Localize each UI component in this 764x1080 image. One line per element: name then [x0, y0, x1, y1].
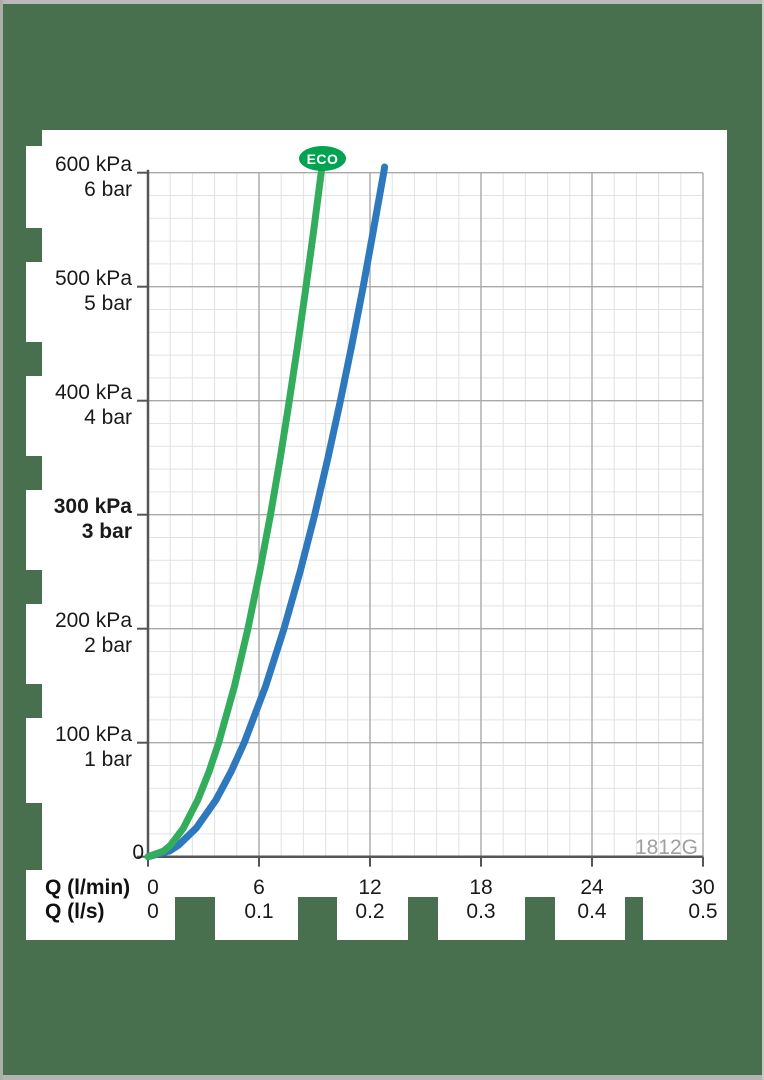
y-label-bar: 2 bar [84, 633, 132, 657]
frame-top [0, 0, 764, 4]
x-label-ls-0: 0 [147, 900, 159, 923]
frame-right [762, 0, 764, 1080]
panel-notch [525, 897, 555, 940]
y-label-kpa: 600 kPa [54, 152, 132, 176]
y-label-bar: 3 bar [81, 519, 132, 543]
y-label-600: 600 kPa 6 bar [0, 152, 132, 202]
y-label-kpa: 400 kPa [54, 380, 132, 404]
frame-left [0, 0, 3, 1080]
x-label-ls-0.3: 0.3 [466, 900, 496, 923]
x-axis-title-lmin: Q (l/min) [45, 876, 131, 899]
y-label-100: 100 kPa 1 bar [0, 722, 132, 772]
panel-notch [26, 228, 42, 262]
panel-notch [625, 897, 643, 940]
x-label-lmin-30: 30 [691, 876, 715, 899]
y-axis-zero-label: 0 [132, 841, 144, 864]
y-label-200: 200 kPa 2 bar [0, 608, 132, 658]
diagram-panel [26, 130, 727, 940]
panel-notch [26, 456, 42, 490]
y-label-bar: 5 bar [84, 291, 132, 315]
y-label-500: 500 kPa 5 bar [0, 266, 132, 316]
x-label-ls-0.1: 0.1 [244, 900, 274, 923]
panel-notch [175, 897, 215, 940]
y-label-kpa: 200 kPa [54, 608, 132, 632]
panel-notch [26, 803, 42, 870]
diagram-code: 1812G [634, 836, 698, 859]
x-label-ls-0.5: 0.5 [688, 900, 718, 923]
x-label-lmin-12: 12 [358, 876, 382, 899]
y-label-400: 400 kPa 4 bar [0, 380, 132, 430]
x-label-ls-0.4: 0.4 [577, 900, 607, 923]
x-label-ls-0.2: 0.2 [355, 900, 385, 923]
panel-notch [26, 342, 42, 376]
x-label-lmin-24: 24 [580, 876, 604, 899]
x-label-lmin-0: 0 [147, 876, 159, 899]
eco-badge: ECO [299, 146, 346, 171]
panel-notch [408, 897, 438, 940]
panel-notch [26, 570, 42, 604]
y-label-bar: 4 bar [84, 405, 132, 429]
panel-notch [26, 684, 42, 718]
panel-notch [26, 130, 42, 146]
y-label-kpa: 100 kPa [54, 722, 132, 746]
x-label-lmin-18: 18 [469, 876, 493, 899]
panel-notch [298, 897, 337, 940]
x-label-lmin-6: 6 [253, 876, 265, 899]
curve-eco [144, 152, 327, 861]
curve-standard [144, 163, 389, 861]
x-axis-title-ls: Q (l/s) [45, 900, 105, 923]
y-label-kpa: 500 kPa [54, 266, 132, 290]
y-label-300: 300 kPa 3 bar [0, 494, 132, 544]
y-label-bar: 1 bar [84, 747, 132, 771]
y-label-bar: 6 bar [84, 177, 132, 201]
frame-bottom [0, 1075, 764, 1080]
y-label-kpa: 300 kPa [53, 494, 132, 518]
